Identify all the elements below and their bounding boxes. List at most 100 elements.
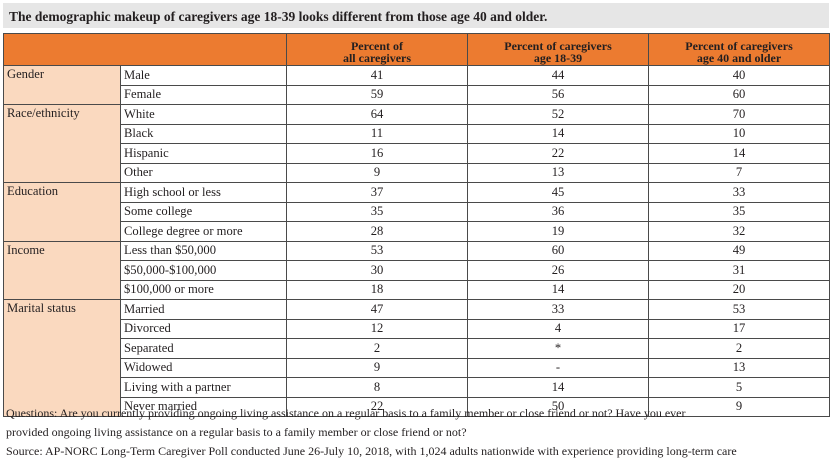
table-row: Female 59 56 60 [4,84,830,105]
row-label-cell: Black [120,123,287,144]
category-cell: Income [3,240,121,300]
header-blank-cell [3,33,287,66]
table-row: Race/ethnicity White 64 52 70 [3,104,830,183]
age-40-older-value: 33 [648,182,830,203]
table-row: $50,000-$100,000 30 26 31 [4,260,830,281]
questions-line-1: Questions: Are you currently providing o… [6,406,686,420]
all-caregivers-value: 64 [286,104,468,125]
age-40-older-value: 9 [648,396,830,417]
row-label-cell: Hispanic [120,143,287,164]
age-18-39-value: 4 [467,318,649,339]
table-row: Gender Male 41 44 40 [3,65,830,105]
row-label-cell: Some college [120,201,287,222]
header-age-18-39: Percent of caregivers age 18-39 [467,33,649,66]
row-label-cell: Less than $50,000 [120,240,287,261]
category-cell: Gender [3,65,121,105]
table-body: Gender Male 41 44 40 Female 59 56 60 Race/ethnici… [3,65,830,417]
age-18-39-value: 22 [467,143,649,164]
row-label-cell: Female [120,84,287,105]
questions-line-2: provided ongoing living assistance on a … [6,425,467,439]
age-40-older-value: 13 [648,357,830,378]
header-row: Percent of all caregivers Percent of care… [3,33,830,66]
table-row: Other 9 13 7 [4,162,830,183]
age-40-older-value: 70 [648,104,830,125]
age-18-39-value: 44 [467,65,649,86]
age-40-older-value: 17 [648,318,830,339]
row-label-cell: Other [120,162,287,183]
all-caregivers-value: 59 [286,84,468,105]
all-caregivers-value: 18 [286,279,468,300]
age-18-39-value: 33 [467,299,649,320]
table-row: Education High school or less 37 45 33 [3,182,830,242]
row-label-cell: High school or less [120,182,287,203]
row-label-cell: Widowed [120,357,287,378]
category-cell: Race/ethnicity [3,104,121,183]
age-18-39-value: 19 [467,221,649,242]
age-40-older-value: 35 [648,201,830,222]
demographics-table: Percent of all caregivers Percent of care… [3,33,830,417]
age-40-older-value: 2 [648,338,830,359]
age-18-39-value: 14 [467,123,649,144]
all-caregivers-value: 9 [286,357,468,378]
all-caregivers-value: 11 [286,123,468,144]
row-label-cell: Living with a partner [120,377,287,398]
table-row: Income Less than $50,000 53 60 49 [3,240,830,300]
row-label-cell: Separated [120,338,287,359]
age-40-older-value: 60 [648,84,830,105]
age-18-39-value: - [467,357,649,378]
row-label-cell: Divorced [120,318,287,339]
table-row: Hispanic 16 22 14 [4,143,830,164]
age-40-older-value: 53 [648,299,830,320]
all-caregivers-value: 35 [286,201,468,222]
age-40-older-value: 31 [648,260,830,281]
source-note: Source: AP-NORC Long-Term Caregiver Poll… [6,444,737,458]
table-row: Separated 2 * 2 [4,338,830,359]
table-row: College degree or more 28 19 32 [4,221,830,242]
all-caregivers-value: 41 [286,65,468,86]
footnotes: Questions: Are you currently providing o… [6,404,830,461]
age-18-39-value: 56 [467,84,649,105]
age-18-39-value: 52 [467,104,649,125]
age-40-older-value: 20 [648,279,830,300]
all-caregivers-value: 30 [286,260,468,281]
row-label-cell: $50,000-$100,000 [120,260,287,281]
age-18-39-value: 14 [467,279,649,300]
table-row: Living with a partner 8 14 5 [4,377,830,398]
age-18-39-value: 50 [467,396,649,417]
table-row: $100,000 or more 18 14 20 [4,279,830,300]
age-18-39-value: 60 [467,240,649,261]
age-18-39-value: 13 [467,162,649,183]
row-label-cell: Never married [120,396,287,417]
row-label-cell: $100,000 or more [120,279,287,300]
table-title: The demographic makeup of caregivers age… [3,3,829,28]
all-caregivers-value: 53 [286,240,468,261]
row-label-cell: College degree or more [120,221,287,242]
row-label-cell: White [120,104,287,125]
category-cell: Marital status [3,299,121,417]
age-18-39-value: 45 [467,182,649,203]
all-caregivers-value: 28 [286,221,468,242]
all-caregivers-value: 12 [286,318,468,339]
table-row: Never married 22 50 9 [4,396,830,417]
row-label-cell: Married [120,299,287,320]
age-40-older-value: 32 [648,221,830,242]
all-caregivers-value: 9 [286,162,468,183]
age-18-39-value: * [467,338,649,359]
age-40-older-value: 49 [648,240,830,261]
table-row: Divorced 12 4 17 [4,318,830,339]
all-caregivers-value: 16 [286,143,468,164]
age-40-older-value: 5 [648,377,830,398]
age-18-39-value: 36 [467,201,649,222]
age-18-39-value: 14 [467,377,649,398]
age-40-older-value: 14 [648,143,830,164]
category-cell: Education [3,182,121,242]
all-caregivers-value: 8 [286,377,468,398]
age-40-older-value: 10 [648,123,830,144]
table-row: Black 11 14 10 [4,123,830,144]
age-40-older-value: 7 [648,162,830,183]
table-row: Widowed 9-13 [4,357,830,378]
table-row: Some college 35 36 35 [4,201,830,222]
age-40-older-value: 40 [648,65,830,86]
all-caregivers-value: 37 [286,182,468,203]
row-label-cell: Male [120,65,287,86]
